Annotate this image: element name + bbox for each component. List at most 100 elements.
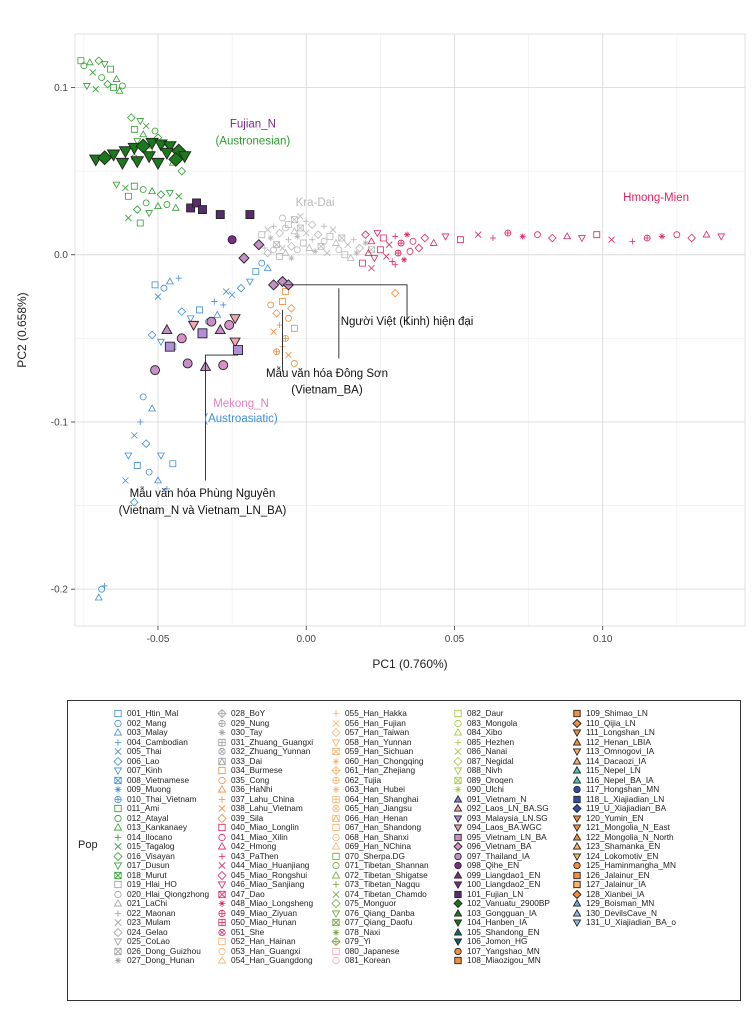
data-point <box>331 238 340 246</box>
legend-entry: 125_Haminmangha_MN <box>571 860 676 871</box>
legend-label: 034_Burmese <box>231 765 283 775</box>
data-point <box>309 236 316 243</box>
legend-marker-icon <box>114 776 122 784</box>
data-point <box>101 582 108 589</box>
legend-entry: 001_Htin_Mal <box>112 708 209 719</box>
data-point <box>124 452 133 460</box>
legend-entry: 104_Hanben_IA <box>452 917 550 928</box>
legend-marker <box>113 851 123 861</box>
legend-label: 002_Mang <box>127 717 167 728</box>
legend-entry: 005_Thai <box>112 746 209 757</box>
legend-entry: 046_Miao_Sanjiang <box>216 879 313 890</box>
data-point <box>504 229 512 237</box>
legend-label: 052_Han_Hainan <box>231 936 296 946</box>
legend-entry: 097_Thailand_IA <box>452 851 550 862</box>
legend-entry: 019_Hlai_HO <box>112 879 209 890</box>
legend-marker-icon <box>218 928 226 936</box>
legend-marker-icon <box>218 900 226 907</box>
legend-entry: 017_Dusun <box>112 860 209 871</box>
legend-marker-icon <box>573 862 581 870</box>
data-point <box>276 275 289 288</box>
legend-entry: 043_PaThen <box>216 851 313 862</box>
data-point <box>261 245 268 252</box>
legend-label: 128_Xianbei_IA <box>586 888 645 899</box>
legend-label: 035_Cong <box>231 774 270 785</box>
legend-entry: 055_Han_Hakka <box>330 708 429 719</box>
data-point <box>182 358 193 369</box>
legend-marker <box>332 758 340 765</box>
data-point <box>161 323 173 335</box>
legend-label: 080_Japanese <box>345 945 400 956</box>
data-point <box>175 275 182 282</box>
data-point <box>176 333 187 344</box>
data-point <box>130 182 138 190</box>
legend-entry: 045_Miao_Rongshui <box>216 870 313 881</box>
legend-marker-icon <box>572 842 582 850</box>
legend-entry: 112_Henan_LBIA <box>571 737 676 748</box>
legend-entry: 103_Gongguan_IA <box>452 908 550 919</box>
data-point <box>154 476 162 484</box>
data-point <box>97 150 113 166</box>
legend-entry: 127_Jalainur_IA <box>571 879 676 890</box>
legend-label: 030_Tay <box>231 727 263 737</box>
legend-label: 081_Korean <box>345 955 391 965</box>
legend-marker <box>454 852 462 860</box>
legend-marker <box>453 908 463 917</box>
legend-label: 026_Dong_Guizhou <box>127 945 201 956</box>
legend-marker-icon <box>453 824 463 833</box>
legend-marker <box>454 957 462 965</box>
annotation-label: (Austronesian) <box>215 135 290 147</box>
legend-entry: 106_Jomon_HG <box>452 936 550 947</box>
cluster-points <box>254 212 375 262</box>
legend-marker <box>218 824 226 832</box>
legend-marker-icon <box>454 852 462 860</box>
legend-entry: 028_BoY <box>216 708 313 719</box>
legend-label: 051_She <box>231 926 265 937</box>
y-tick-label: -0.2 <box>51 585 69 596</box>
legend-entry: 101_Fujian_LN <box>452 889 550 900</box>
data-point <box>163 201 171 208</box>
legend-entry: 047_Dao <box>216 888 313 900</box>
legend-label: 047_Dao <box>231 888 265 899</box>
legend-entry: 014_Ilocano <box>112 831 209 843</box>
legend-label: 055_Han_Hakka <box>345 708 407 718</box>
legend-marker <box>218 919 226 927</box>
legend-entry: 092_Laos_LN_BA.SG <box>452 803 550 814</box>
legend-entry: 016_Visayan <box>112 851 209 862</box>
legend-marker-icon <box>332 947 340 955</box>
data-point <box>229 337 241 348</box>
legend-marker <box>453 794 463 803</box>
data-point <box>147 330 157 340</box>
legend-marker-icon <box>572 815 582 823</box>
legend-marker-icon <box>453 899 463 909</box>
legend-entry: 010_Thai_Vietnam <box>112 794 209 805</box>
legend-label: 076_Qiang_Danba <box>345 907 415 918</box>
legend-label: 014_Ilocano <box>127 831 173 842</box>
data-point <box>125 214 132 222</box>
legend-label: 062_Tujia <box>345 774 382 785</box>
data-point <box>187 320 200 332</box>
legend-entry: 060_Han_Chongqing <box>330 756 429 767</box>
legend-entry: 040_Miao_Longlin <box>216 822 313 833</box>
data-point <box>290 360 298 367</box>
legend-entry: 034_Burmese <box>216 765 313 776</box>
legend-marker <box>454 776 462 784</box>
data-point <box>110 84 117 91</box>
y-tick-label: 0.0 <box>54 250 68 261</box>
legend-entry: 095_Vietnam_LN_BA <box>452 832 550 843</box>
legend-label: 130_DevilsCave_N <box>586 907 658 918</box>
legend-entry: 025_CoLao <box>112 936 209 947</box>
legend-entry: 080_Japanese <box>330 945 429 957</box>
legend-marker-icon <box>572 756 582 765</box>
x-tick-label: 0.00 <box>297 634 317 645</box>
y-tick-label: 0.1 <box>54 83 68 94</box>
data-point <box>156 338 165 346</box>
legend-label: 094_Laos_BA.WGC <box>467 822 542 832</box>
data-point <box>214 323 226 335</box>
legend-marker <box>217 785 227 793</box>
legend-entry: 076_Qiang_Danba <box>330 907 429 919</box>
legend-marker <box>332 919 340 927</box>
data-point <box>534 231 541 239</box>
data-point <box>160 147 174 160</box>
legend-entry: 096_Vietnam_BA <box>452 841 550 852</box>
